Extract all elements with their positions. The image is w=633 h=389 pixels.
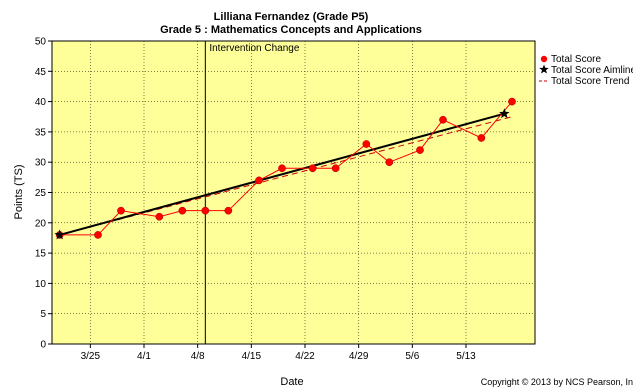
total-score-point (255, 176, 263, 185)
x-axis-ticks: 3/25 4/1 4/8 4/15 4/22 4/29 5/6 5/13 (81, 344, 476, 362)
intervention-change-label: Intervention Change (209, 43, 300, 54)
y-tick-label: 30 (35, 158, 47, 169)
chart-title: Lilliana Fernandez (Grade P5) (214, 11, 369, 23)
series (54, 97, 516, 240)
y-tick-label: 40 (35, 97, 47, 108)
x-tick-label: 3/25 (81, 351, 101, 362)
x-tick-label: 4/8 (191, 351, 205, 362)
legend-label: Total Score Trend (551, 76, 629, 87)
legend-label: Total Score (551, 54, 601, 65)
copyright-footer: Copyright © 2013 by NCS Pearson, In (481, 377, 633, 387)
grid-lines (52, 41, 535, 344)
y-tick-label: 20 (35, 218, 47, 229)
total-score-point (508, 97, 516, 106)
x-axis-label: Date (280, 376, 303, 388)
y-tick-label: 25 (35, 188, 47, 199)
aimline-point (499, 108, 510, 119)
y-tick-label: 15 (35, 249, 47, 260)
total-score-point (362, 140, 371, 148)
y-axis-label: Points (TS) (13, 164, 25, 219)
total-score-point (117, 206, 125, 215)
y-tick-label: 50 (35, 37, 47, 48)
aimline-point (54, 229, 65, 240)
y-tick-label: 5 (40, 309, 46, 320)
aimline (59, 112, 505, 236)
x-tick-label: 4/22 (295, 351, 315, 362)
legend-label: Total Score Aimline (551, 65, 633, 76)
y-tick-label: 35 (35, 127, 47, 138)
total-score-point (155, 212, 164, 221)
x-tick-label: 4/29 (349, 351, 369, 362)
total-score-point (477, 134, 486, 142)
total-score-point (201, 206, 210, 215)
total-score-point (416, 146, 424, 154)
y-tick-label: 10 (35, 279, 47, 290)
y-axis-ticks: 0 5 10 15 20 25 30 35 40 45 50 (35, 37, 52, 351)
y-tick-label: 45 (35, 67, 47, 78)
chart-subtitle: Grade 5 : Mathematics Concepts and Appli… (160, 24, 422, 36)
total-score-point (94, 231, 102, 239)
total-score-point (331, 164, 340, 173)
total-score-point (385, 158, 394, 167)
total-score-point (308, 164, 317, 173)
legend-total-score-marker (540, 55, 548, 63)
total-score-point (224, 206, 233, 215)
legend-aimline-marker (539, 64, 549, 74)
total-score-point (178, 206, 187, 215)
total-score-point (278, 164, 286, 173)
annotations: Intervention Change (204, 41, 300, 344)
y-tick-label: 0 (40, 340, 46, 351)
x-tick-label: 5/13 (456, 351, 476, 362)
x-tick-label: 4/1 (137, 351, 151, 362)
total-score-point (439, 115, 447, 124)
x-tick-label: 5/6 (405, 351, 419, 362)
trend-line (59, 116, 513, 236)
x-tick-label: 4/15 (242, 351, 262, 362)
